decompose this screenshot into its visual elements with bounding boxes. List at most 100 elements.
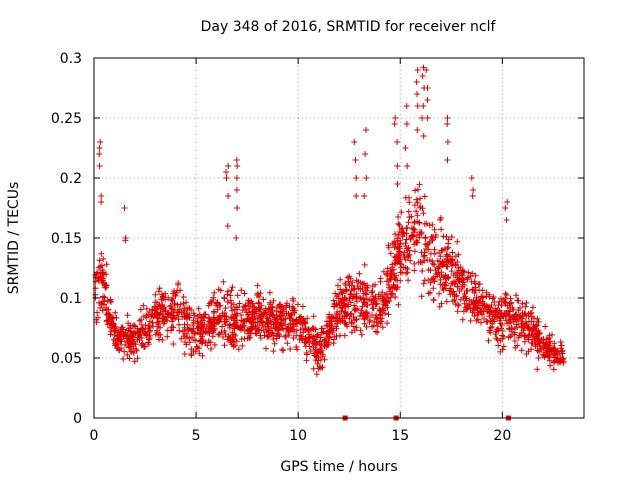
data-point <box>486 327 493 334</box>
data-point <box>180 307 187 314</box>
data-point <box>258 311 265 318</box>
data-point <box>160 306 167 313</box>
data-point <box>407 257 414 264</box>
data-point <box>205 319 212 325</box>
data-point <box>96 151 103 157</box>
data-point <box>459 283 466 290</box>
data-point <box>249 309 256 316</box>
data-point <box>199 352 206 359</box>
data-point <box>333 325 340 332</box>
data-point <box>183 330 190 337</box>
data-point <box>169 306 176 313</box>
data-point <box>137 306 144 313</box>
data-point <box>289 303 296 310</box>
data-point <box>92 291 99 298</box>
x-tick-label: 0 <box>90 428 99 444</box>
data-point <box>441 281 448 288</box>
data-point <box>197 331 204 338</box>
data-point <box>445 244 452 251</box>
data-point <box>256 322 263 328</box>
data-point <box>113 341 119 348</box>
data-point <box>420 133 427 139</box>
data-point <box>329 325 336 331</box>
data-point <box>362 284 369 291</box>
data-point <box>470 300 477 307</box>
data-point <box>459 277 466 283</box>
y-tick-label: 0 <box>73 411 82 427</box>
data-point <box>463 306 470 313</box>
data-point <box>515 318 522 325</box>
data-point <box>449 291 456 298</box>
data-point <box>427 279 434 286</box>
data-point <box>307 348 314 354</box>
data-point <box>233 338 240 345</box>
data-point <box>419 268 426 274</box>
data-point <box>406 214 413 221</box>
data-point <box>451 297 458 303</box>
data-point <box>231 320 238 327</box>
data-point <box>170 341 177 347</box>
data-point <box>269 312 276 318</box>
data-point <box>382 310 388 317</box>
data-point <box>507 295 514 302</box>
data-point <box>229 313 236 320</box>
data-point <box>188 346 195 353</box>
data-point <box>346 273 353 280</box>
data-point <box>133 346 140 352</box>
data-point <box>538 346 545 353</box>
data-point <box>305 328 311 335</box>
data-point <box>523 318 529 325</box>
data-point <box>346 315 353 322</box>
data-point <box>167 302 174 309</box>
data-point <box>420 103 427 109</box>
x-tick-label: 5 <box>192 428 201 444</box>
data-point <box>280 347 287 354</box>
data-point <box>456 278 463 285</box>
data-point <box>463 287 470 294</box>
data-point <box>286 312 293 319</box>
data-point <box>199 321 205 328</box>
data-point <box>450 278 457 285</box>
data-point <box>136 317 143 324</box>
data-point <box>138 316 145 323</box>
data-point <box>152 310 159 317</box>
data-point <box>337 318 344 325</box>
data-point <box>452 253 459 260</box>
data-point <box>226 322 233 329</box>
data-point <box>232 342 239 349</box>
data-point <box>337 286 344 293</box>
data-point <box>372 293 379 300</box>
data-point <box>357 279 364 286</box>
data-point <box>540 339 547 346</box>
data-point <box>511 313 518 319</box>
data-point <box>405 219 412 226</box>
data-point <box>333 333 340 340</box>
data-point <box>279 311 285 318</box>
data-point <box>146 335 153 342</box>
data-point <box>99 277 106 284</box>
data-point <box>502 205 509 211</box>
data-point <box>369 312 375 319</box>
data-point <box>343 297 350 304</box>
data-point <box>374 300 380 307</box>
data-point <box>369 283 376 290</box>
data-point <box>413 79 420 85</box>
data-point <box>497 320 504 327</box>
data-point <box>535 355 542 361</box>
data-point <box>558 342 565 349</box>
data-point <box>492 309 499 316</box>
data-point <box>416 219 423 226</box>
data-point <box>404 269 411 276</box>
data-point <box>249 300 256 307</box>
data-point <box>310 313 317 320</box>
data-point <box>424 97 431 103</box>
data-point <box>255 315 261 322</box>
data-point <box>444 139 451 145</box>
data-point <box>403 103 410 109</box>
data-point <box>188 306 195 313</box>
data-point <box>100 271 107 278</box>
data-point <box>379 305 386 312</box>
data-point <box>440 286 447 293</box>
data-point <box>112 328 119 335</box>
data-point <box>453 270 459 277</box>
